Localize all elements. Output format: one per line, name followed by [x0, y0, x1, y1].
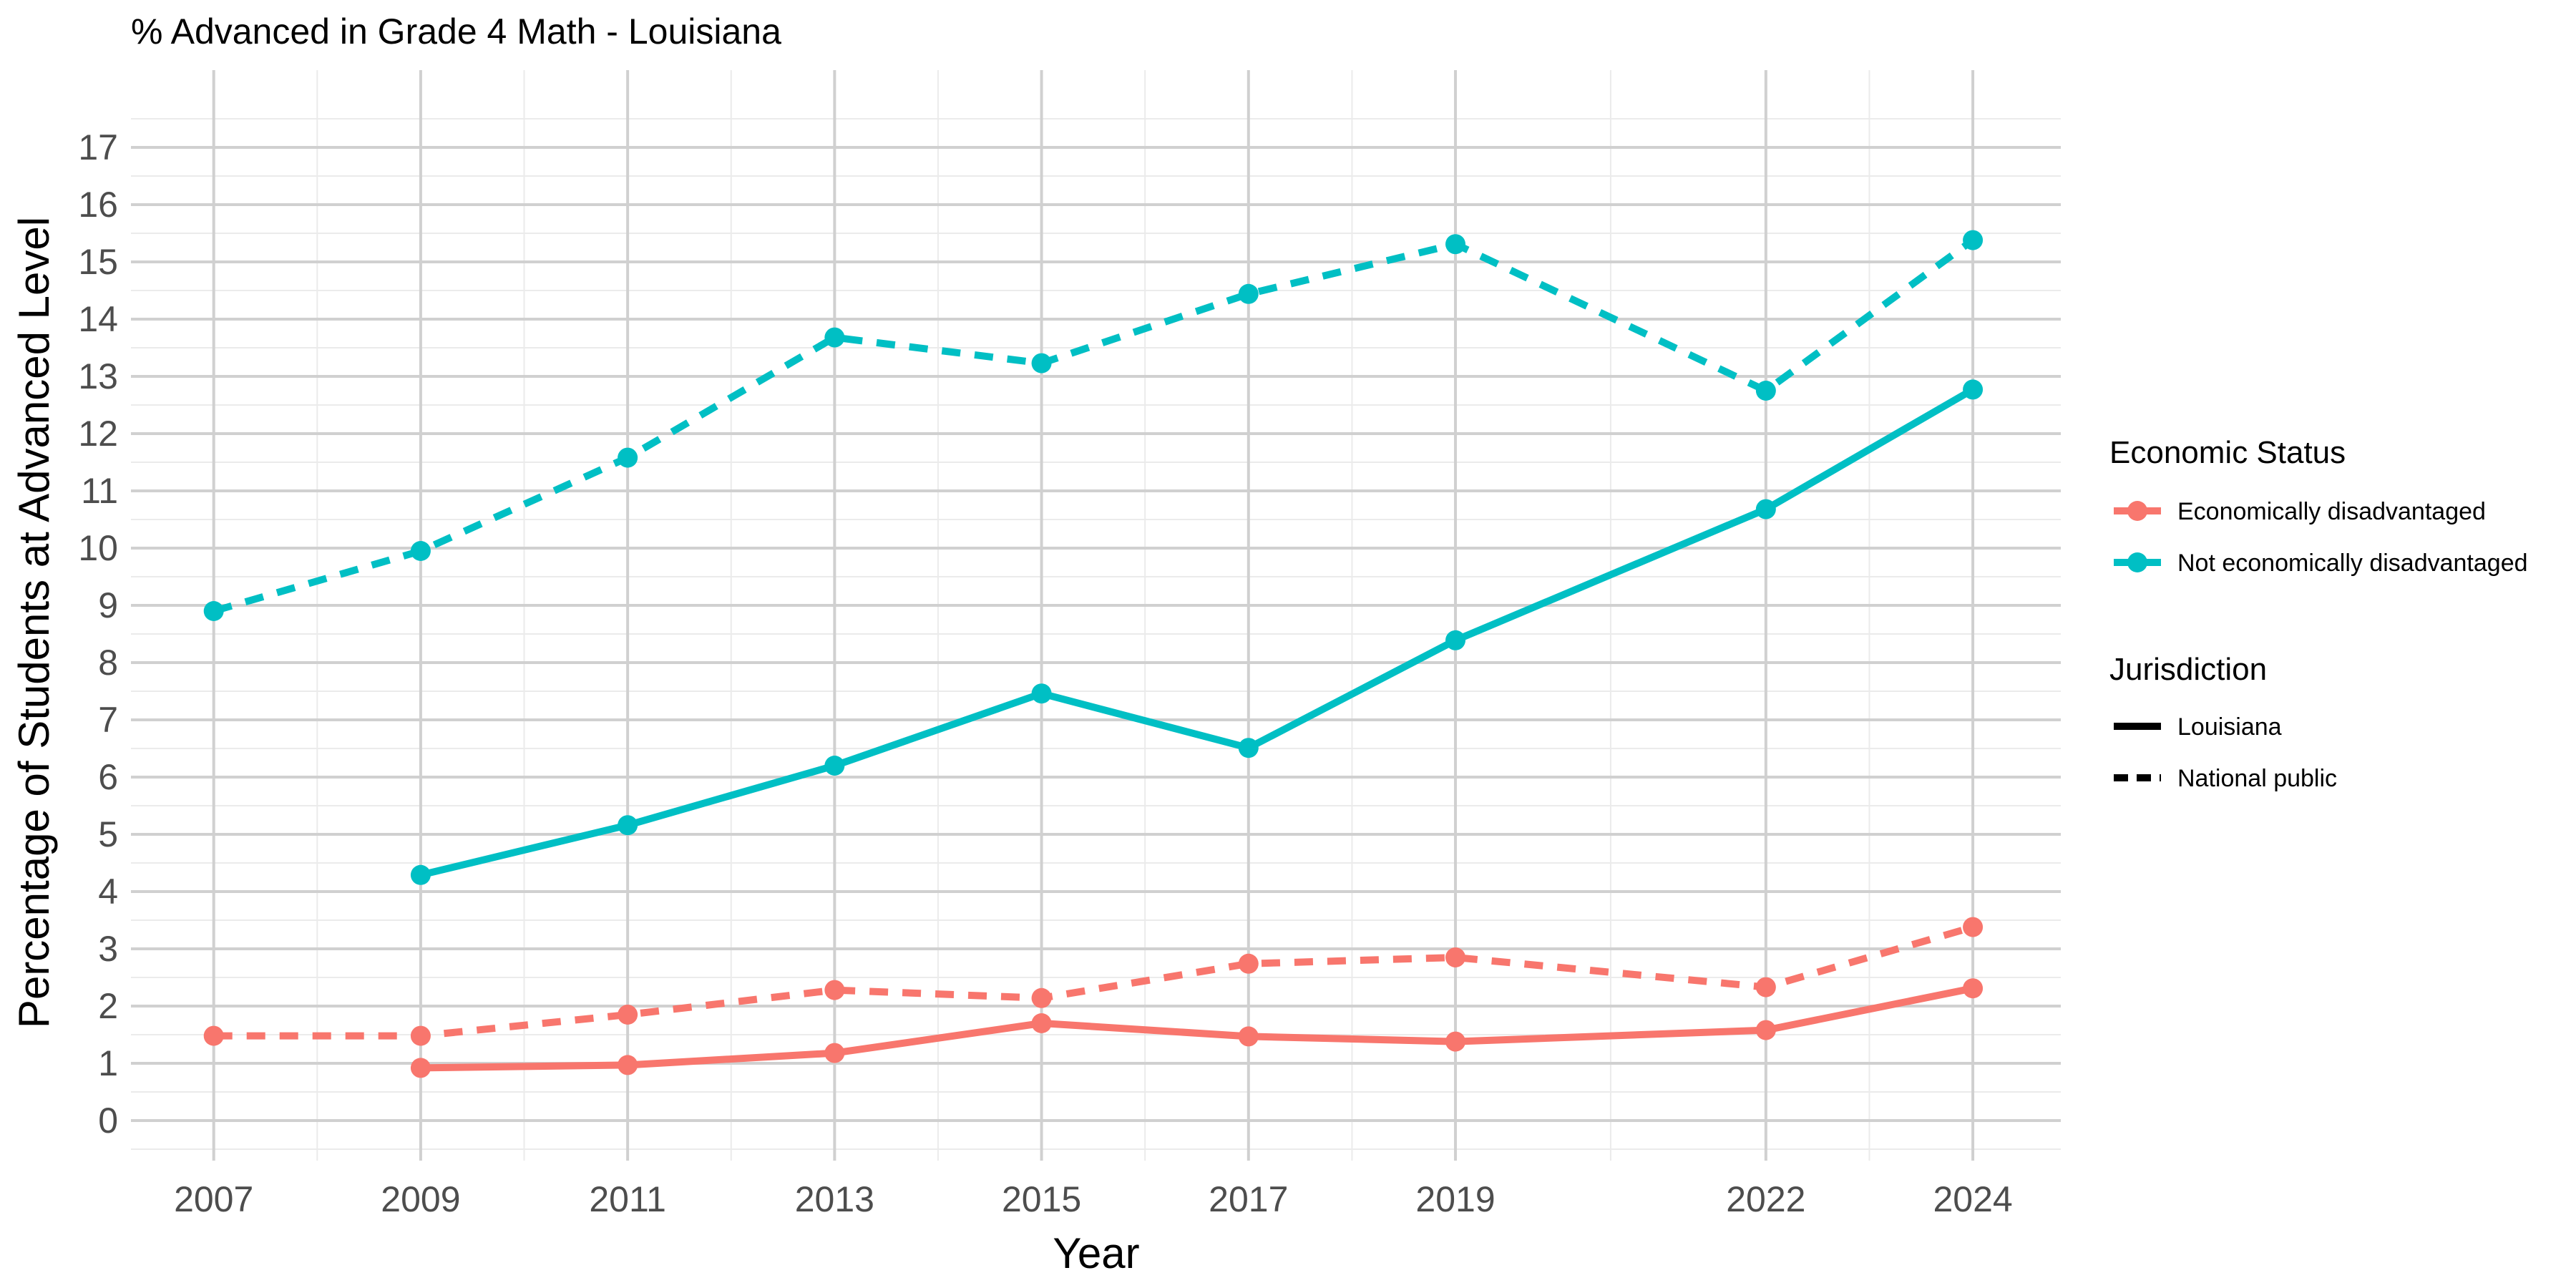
y-tick-label: 6 — [98, 757, 118, 797]
series-line — [419, 386, 1975, 879]
series-line — [213, 923, 1974, 1040]
y-tick-label: 16 — [78, 185, 118, 225]
y-tick-label: 11 — [81, 471, 118, 511]
y-axis-title: Percentage of Students at Advanced Level — [10, 217, 58, 1028]
y-tick-label: 10 — [78, 528, 118, 568]
x-tick-label: 2007 — [174, 1179, 253, 1219]
data-point — [203, 1025, 224, 1046]
data-point — [1031, 987, 1052, 1008]
x-tick-label: 2022 — [1726, 1179, 1805, 1219]
y-tick-label: 9 — [98, 585, 118, 625]
data-point — [410, 864, 431, 885]
data-point — [618, 1005, 638, 1025]
data-point — [203, 601, 224, 621]
data-point — [1963, 379, 1984, 400]
data-point — [1963, 230, 1984, 250]
data-point — [1238, 738, 1259, 758]
y-tick-label: 14 — [78, 299, 118, 339]
legend-title-jurisdiction: Jurisdiction — [2109, 652, 2267, 687]
legend-title-economic-status: Economic Status — [2109, 435, 2346, 470]
data-point — [824, 327, 845, 348]
x-tick-label: 2019 — [1415, 1179, 1495, 1219]
data-point — [1445, 1031, 1466, 1052]
data-point — [618, 447, 638, 468]
data-point — [1238, 953, 1259, 974]
data-point — [1031, 1013, 1052, 1033]
legend-label: Economically disadvantaged — [2177, 498, 2486, 525]
data-point — [618, 815, 638, 836]
y-tick-label: 8 — [98, 643, 118, 683]
x-tick-label: 2009 — [381, 1179, 460, 1219]
chart-title: % Advanced in Grade 4 Math - Louisiana — [131, 11, 781, 52]
x-tick-label: 2017 — [1209, 1179, 1288, 1219]
data-point — [410, 1058, 431, 1078]
x-tick-label: 2011 — [589, 1179, 666, 1219]
data-point — [1445, 947, 1466, 967]
y-tick-label: 2 — [98, 986, 118, 1026]
data-point — [1238, 283, 1259, 304]
series-line — [213, 237, 1976, 615]
y-tick-label: 1 — [98, 1043, 118, 1083]
legend-label: Not economically disadvantaged — [2177, 550, 2528, 577]
y-tick-label: 13 — [78, 356, 118, 396]
data-point — [1031, 683, 1052, 704]
y-tick-label: 7 — [98, 700, 118, 740]
x-axis-title: Year — [1053, 1229, 1139, 1277]
y-tick-label: 4 — [98, 872, 118, 912]
data-point — [824, 1043, 845, 1063]
legend-key-point — [2127, 501, 2147, 521]
data-point — [410, 541, 431, 561]
data-point — [1445, 630, 1466, 650]
data-point — [1755, 499, 1776, 519]
y-tick-label: 5 — [98, 814, 118, 854]
y-tick-label: 15 — [78, 242, 118, 282]
data-point — [1755, 977, 1776, 997]
x-tick-label: 2024 — [1933, 1179, 2012, 1219]
y-tick-label: 12 — [78, 414, 118, 454]
data-point — [1755, 1020, 1776, 1040]
y-tick-label: 3 — [98, 929, 118, 969]
series-line — [420, 985, 1974, 1072]
data-point — [1031, 353, 1052, 374]
data-point — [618, 1055, 638, 1075]
y-tick-label: 17 — [78, 127, 118, 167]
data-point — [824, 756, 845, 776]
x-tick-label: 2015 — [1002, 1179, 1081, 1219]
data-point — [410, 1025, 431, 1046]
x-tick-label: 2013 — [795, 1179, 874, 1219]
legend-label: National public — [2177, 765, 2337, 792]
legend-key-point — [2127, 552, 2147, 572]
data-point — [1238, 1026, 1259, 1047]
data-point — [1755, 381, 1776, 401]
data-point — [1963, 917, 1984, 937]
data-point — [1445, 234, 1466, 255]
legend: Economic Status Economically disadvantage… — [2109, 435, 2528, 792]
legend-label: Louisiana — [2177, 713, 2282, 741]
data-point — [824, 980, 845, 1000]
grid — [131, 70, 2061, 1161]
series-points — [203, 230, 1984, 1078]
y-tick-label: 0 — [98, 1101, 118, 1141]
series-lines — [213, 237, 1976, 1072]
data-point — [1963, 978, 1984, 999]
x-axis-ticks: 2007 2009 2011 2013 2015 2017 2019 2022 2024 — [174, 1179, 2013, 1219]
